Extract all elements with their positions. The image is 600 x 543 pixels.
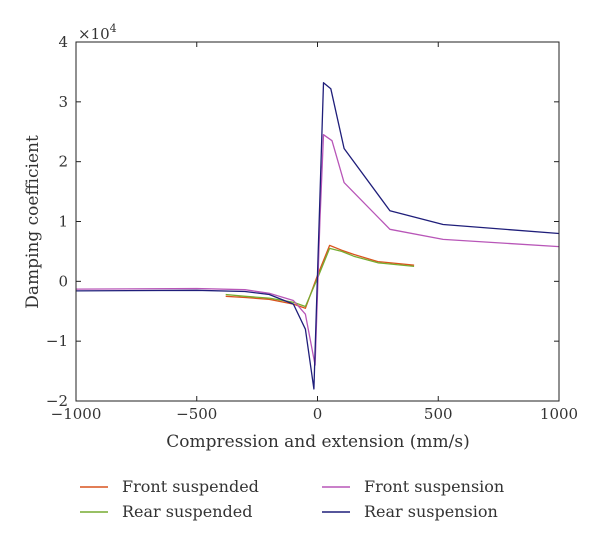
x-axis-label: Compression and extension (mm/s) xyxy=(166,432,469,452)
x-tick-label: −1000 xyxy=(51,405,102,423)
series-line-2 xyxy=(75,134,560,366)
y-tick-label: 2 xyxy=(58,153,68,171)
y-multiplier-label: ×104 xyxy=(78,22,117,43)
x-axis-ticks: −1000 −500 0 500 1000 xyxy=(51,42,578,423)
legend-label-0: Front suspended xyxy=(122,477,259,496)
legend-label-2: Front suspension xyxy=(364,477,504,496)
y-tick-label: 4 xyxy=(58,33,68,51)
plot-lines xyxy=(75,82,560,390)
legend: Front suspended Rear suspended Front suspe… xyxy=(80,477,504,521)
y-tick-label: 0 xyxy=(58,272,68,290)
y-axis-label: Damping coefficient xyxy=(23,135,43,309)
series-line-0 xyxy=(225,244,415,309)
y-multiplier-exponent: 4 xyxy=(110,22,117,35)
x-tick-label: 500 xyxy=(424,405,453,423)
series-line-3 xyxy=(75,82,560,390)
y-tick-label: −2 xyxy=(46,392,68,410)
x-tick-label: −500 xyxy=(176,405,217,423)
y-tick-label: 3 xyxy=(58,93,68,111)
y-tick-label: 1 xyxy=(58,213,68,231)
y-tick-label: −1 xyxy=(46,332,68,350)
y-axis-ticks: −2 −1 0 1 2 3 4 xyxy=(46,33,559,410)
x-tick-label: 1000 xyxy=(540,405,578,423)
legend-label-3: Rear suspension xyxy=(364,502,498,521)
plot-frame xyxy=(75,41,560,402)
legend-label-1: Rear suspended xyxy=(122,502,252,521)
x-tick-label: 0 xyxy=(313,405,323,423)
